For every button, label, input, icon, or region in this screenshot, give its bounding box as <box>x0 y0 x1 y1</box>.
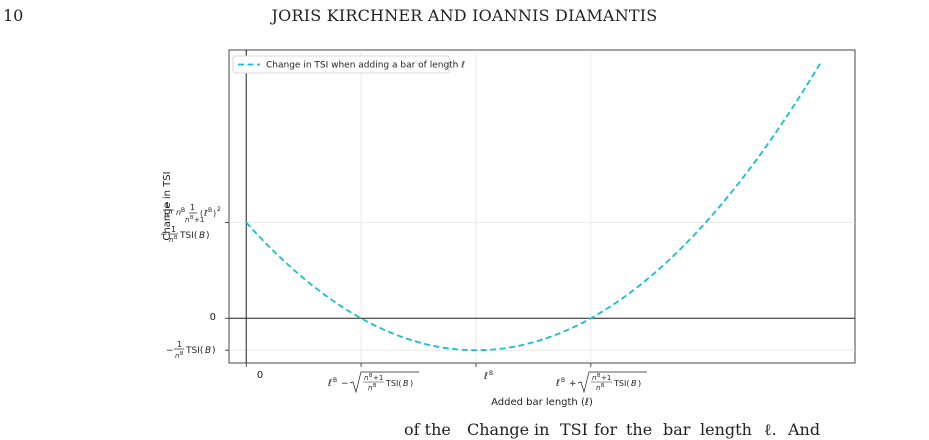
legend: Change in TSI when adding a bar of lengt… <box>232 55 465 74</box>
y-tick-label-zero: 0 <box>210 312 216 323</box>
svg-text:): ) <box>638 379 641 388</box>
svg-text:n: n <box>176 208 181 217</box>
svg-text:TSI(: TSI( <box>179 231 197 241</box>
svg-text:): ) <box>213 209 216 218</box>
svg-text:B: B <box>631 379 637 388</box>
svg-text:B: B <box>199 231 205 241</box>
svg-text:B: B <box>205 346 211 356</box>
caption-word: And <box>788 420 821 439</box>
legend-label: Change in TSI when adding a bar of lengt… <box>266 61 465 71</box>
svg-text:n: n <box>364 374 368 382</box>
svg-text:n: n <box>164 211 169 220</box>
svg-text:+: + <box>569 379 577 389</box>
svg-text:1: 1 <box>171 225 176 234</box>
svg-text:(: ( <box>200 209 203 218</box>
caption-word: TSI <box>560 420 588 439</box>
svg-text:B: B <box>208 207 212 214</box>
tick-marks <box>225 222 592 367</box>
svg-text:B: B <box>597 373 601 379</box>
svg-text:1: 1 <box>165 201 170 210</box>
svg-text:n: n <box>596 384 600 392</box>
zero-axes <box>229 50 855 363</box>
caption-word: bar <box>663 420 691 439</box>
running-head: JORIS KIRCHNER AND IOANNIS DIAMANTIS <box>271 6 658 25</box>
svg-text:): ) <box>212 346 216 356</box>
svg-text:ℓ̄: ℓ̄ <box>327 379 333 389</box>
series-line <box>245 62 822 352</box>
svg-text:n: n <box>175 352 179 360</box>
svg-text:+1: +1 <box>194 216 204 224</box>
svg-text:ℓ̄: ℓ̄ <box>203 209 208 218</box>
svg-text:+1: +1 <box>601 374 611 382</box>
svg-text:n: n <box>185 216 189 224</box>
svg-text:B: B <box>180 351 184 357</box>
svg-text:1: 1 <box>190 203 195 212</box>
svg-text:B: B <box>181 207 185 214</box>
x-tick-label-zero: 0 <box>257 370 263 381</box>
svg-text:B: B <box>561 377 565 384</box>
svg-text:TSI(: TSI( <box>185 346 203 356</box>
caption-word: of the <box>404 420 451 439</box>
plot-frame <box>228 49 856 364</box>
svg-text:B: B <box>174 235 178 241</box>
svg-text:B: B <box>489 370 493 377</box>
svg-text:1: 1 <box>177 340 182 349</box>
caption-word: length <box>700 420 752 439</box>
svg-text:TSI(: TSI( <box>385 379 401 388</box>
svg-text:B: B <box>369 373 373 379</box>
svg-text:2: 2 <box>217 206 221 213</box>
caption-word: for <box>594 420 618 439</box>
svg-text:B: B <box>333 377 337 384</box>
svg-text:B: B <box>373 383 377 389</box>
page-number: 10 <box>3 6 24 25</box>
grid <box>229 50 855 363</box>
svg-text:−: − <box>160 230 168 240</box>
svg-text:TSI(: TSI( <box>613 379 629 388</box>
svg-text:B: B <box>190 215 194 221</box>
svg-text:−: − <box>341 379 349 389</box>
svg-text:n: n <box>592 374 596 382</box>
legend-box <box>232 55 450 74</box>
svg-text:ℓ̄: ℓ̄ <box>483 372 489 382</box>
svg-text:): ) <box>410 379 413 388</box>
caption-fragment: of the Change in TSI for the bar length … <box>0 420 929 440</box>
svg-text:+1: +1 <box>373 374 383 382</box>
svg-text:): ) <box>206 231 210 241</box>
caption-word: ℓ. <box>764 420 777 439</box>
caption-word: the <box>626 420 653 439</box>
svg-text:n: n <box>368 384 372 392</box>
svg-text:B: B <box>601 383 605 389</box>
x-tick-label-center: ℓ̄ B <box>483 370 493 382</box>
caption-word: Change <box>467 420 530 439</box>
svg-text:−: − <box>166 346 174 356</box>
svg-text:ℓ̄: ℓ̄ <box>555 379 561 389</box>
svg-text:n: n <box>169 236 173 244</box>
y-axis-label: Change in TSI <box>162 171 173 240</box>
svg-text:B: B <box>403 379 409 388</box>
x-axis-label: Added bar length (ℓ) <box>491 397 593 408</box>
caption-word: in <box>534 420 550 439</box>
